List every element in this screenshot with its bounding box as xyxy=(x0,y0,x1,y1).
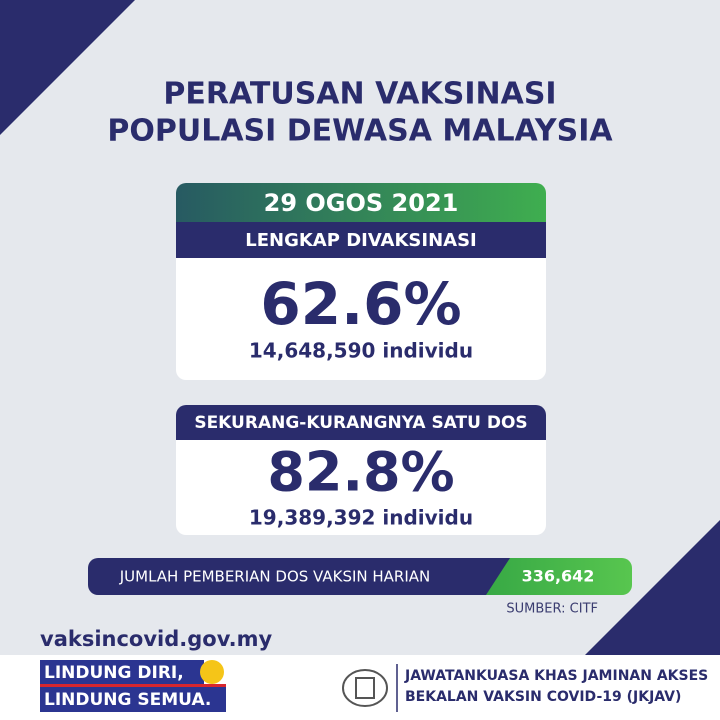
percent: 62.6% xyxy=(260,270,461,338)
date-banner xyxy=(176,183,546,222)
sun-icon xyxy=(200,660,224,684)
slogan-stripe xyxy=(40,684,226,687)
slogan-box xyxy=(40,686,226,712)
date: 29 OGOS 2021 xyxy=(264,189,459,217)
title: POPULASI DEWASA MALAYSIA xyxy=(107,114,613,149)
slogan: LINDUNG DIRI, xyxy=(44,663,184,683)
slogan: LINDUNG SEMUA. xyxy=(44,690,211,710)
card-header-text: SEKURANG-KURANGNYA SATU DOS xyxy=(194,413,527,433)
crest xyxy=(342,669,388,707)
card-header-text: LENGKAP DIVAKSINASI xyxy=(245,230,477,251)
website: vaksincovid.gov.my xyxy=(40,627,273,651)
agency: JAWATANKUASA KHAS JAMINAN AKSES xyxy=(404,668,708,684)
source: SUMBER: CITF xyxy=(506,602,598,617)
percent: 82.8% xyxy=(267,441,454,504)
daily-label: JUMLAH PEMBERIAN DOS VAKSIN HARIAN xyxy=(119,568,431,586)
agency: BEKALAN VAKSIN COVID-19 (JKJAV) xyxy=(405,689,681,705)
count: 14,648,590 individu xyxy=(249,339,473,363)
corner-triangle xyxy=(585,520,720,655)
daily-label-box xyxy=(88,558,510,595)
card-header xyxy=(176,405,546,440)
daily-value: 336,642 xyxy=(522,567,595,586)
daily-value-box xyxy=(484,558,632,595)
slogan-box xyxy=(40,660,204,685)
count: 19,389,392 individu xyxy=(249,506,473,530)
card-header xyxy=(176,222,546,258)
title: PERATUSAN VAKSINASI xyxy=(163,77,556,112)
corner-triangle xyxy=(0,0,135,135)
